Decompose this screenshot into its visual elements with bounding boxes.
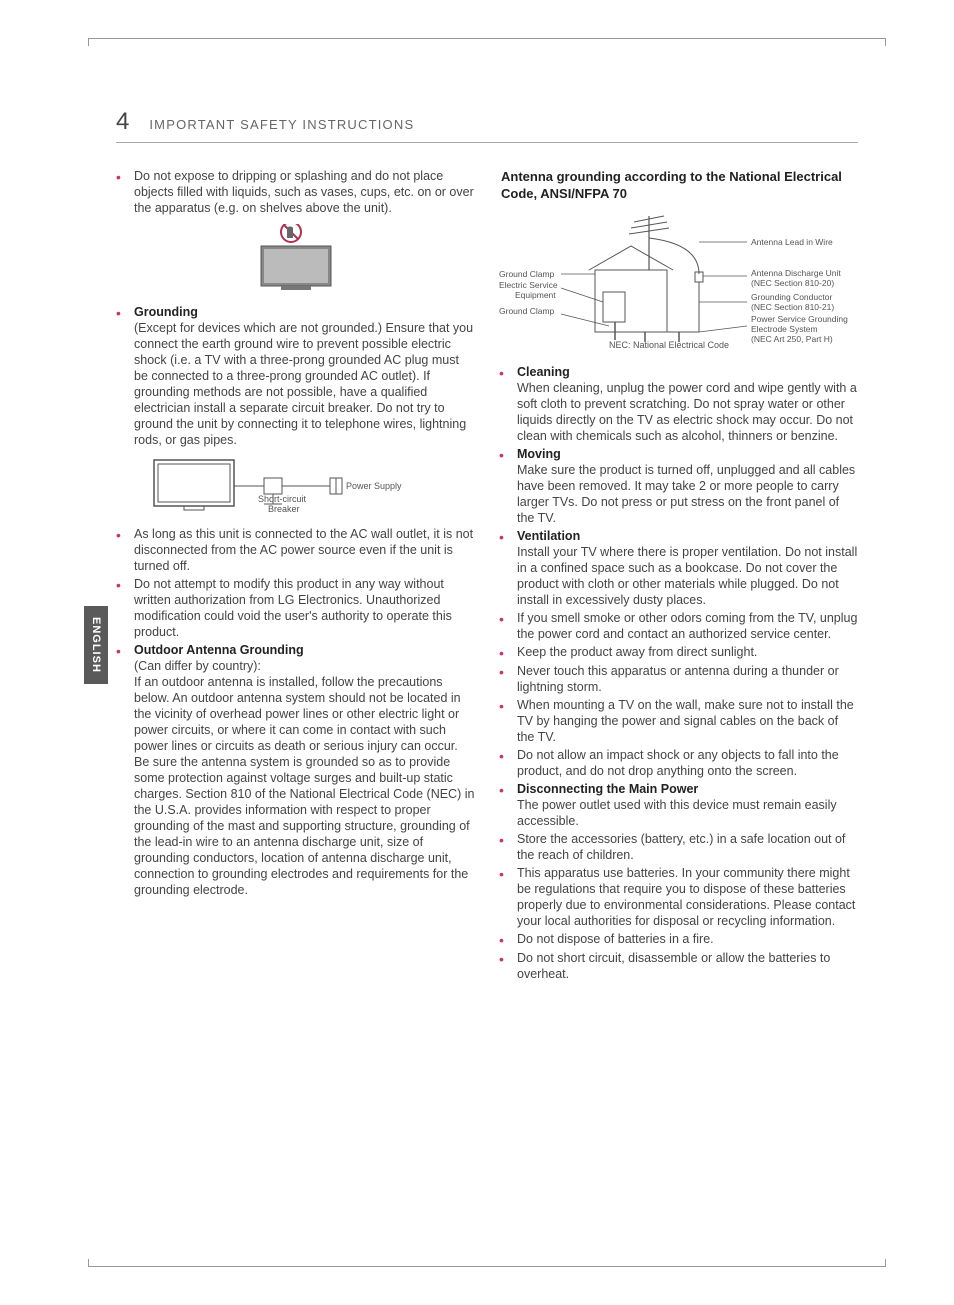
bullet-icon: • [499, 365, 509, 381]
item-text: Cleaning When cleaning, unplug the power… [517, 364, 858, 444]
bullet-icon: • [499, 447, 509, 463]
antenna-heading: Antenna grounding according to the Natio… [501, 168, 858, 202]
svg-text:Electric Service: Electric Service [499, 280, 558, 290]
bullet-icon: • [499, 529, 509, 545]
item-body: Make sure the product is turned off, unp… [517, 463, 855, 525]
item-text: When mounting a TV on the wall, make sur… [517, 697, 858, 745]
item-text: Disconnecting the Main Power The power o… [517, 781, 858, 829]
list-item: • When mounting a TV on the wall, make s… [499, 697, 858, 745]
bullet-icon: • [116, 305, 126, 321]
list-item: • Disconnecting the Main Power The power… [499, 781, 858, 829]
svg-text:Grounding Conductor: Grounding Conductor [751, 292, 832, 302]
svg-text:Antenna Discharge Unit: Antenna Discharge Unit [751, 268, 841, 278]
page-header: 4 IMPORTANT SAFETY INSTRUCTIONS [116, 108, 858, 143]
list-item: • As long as this unit is connected to t… [116, 526, 475, 574]
item-subtext: (Can differ by country): [134, 659, 261, 673]
diagram-circuit-breaker: Power Supply Short-circuit Breaker [146, 456, 406, 516]
item-text: Do not short circuit, disassemble or all… [517, 950, 858, 982]
bullet-icon: • [499, 611, 509, 627]
item-lead: Grounding [134, 305, 198, 319]
item-text: This apparatus use batteries. In your co… [517, 865, 858, 929]
svg-text:Equipment: Equipment [515, 290, 556, 300]
bullet-icon: • [499, 866, 509, 882]
list-item: • Cleaning When cleaning, unplug the pow… [499, 364, 858, 444]
svg-text:Breaker: Breaker [268, 504, 300, 514]
item-body: (Except for devices which are not ground… [134, 321, 473, 447]
item-text: Store the accessories (battery, etc.) in… [517, 831, 858, 863]
content-area: • Do not expose to dripping or splashing… [116, 168, 858, 984]
bullet-icon: • [116, 577, 126, 593]
svg-text:Electrode System: Electrode System [751, 324, 818, 334]
list-item: • Keep the product away from direct sunl… [499, 644, 858, 661]
item-text: Never touch this apparatus or antenna du… [517, 663, 858, 695]
svg-text:Power Service Grounding: Power Service Grounding [751, 314, 848, 324]
item-body: The power outlet used with this device m… [517, 798, 837, 828]
list-item: • Do not short circuit, disassemble or a… [499, 950, 858, 982]
svg-text:Antenna Lead in Wire: Antenna Lead in Wire [751, 237, 833, 247]
diagram-dripping-tv [241, 224, 351, 294]
bullet-icon: • [499, 748, 509, 764]
item-lead: Cleaning [517, 365, 570, 379]
item-text: If you smell smoke or other odors coming… [517, 610, 858, 642]
bullet-icon: • [116, 169, 126, 185]
svg-text:Power Supply: Power Supply [346, 481, 402, 491]
list-item: • Store the accessories (battery, etc.) … [499, 831, 858, 863]
list-item: • Moving Make sure the product is turned… [499, 446, 858, 526]
item-lead: Outdoor Antenna Grounding [134, 643, 304, 657]
svg-text:Ground Clamp: Ground Clamp [499, 306, 555, 316]
list-item: • Do not expose to dripping or splashing… [116, 168, 475, 216]
item-body: Install your TV where there is proper ve… [517, 545, 857, 607]
item-text: Ventilation Install your TV where there … [517, 528, 858, 608]
list-item: • If you smell smoke or other odors comi… [499, 610, 858, 642]
list-item: • Do not allow an impact shock or any ob… [499, 747, 858, 779]
left-column: • Do not expose to dripping or splashing… [116, 168, 475, 984]
item-lead: Disconnecting the Main Power [517, 782, 698, 796]
item-lead: Ventilation [517, 529, 580, 543]
item-text: Keep the product away from direct sunlig… [517, 644, 858, 660]
item-body: If an outdoor antenna is installed, foll… [134, 675, 474, 897]
right-column: Antenna grounding according to the Natio… [499, 168, 858, 984]
item-text: Do not attempt to modify this product in… [134, 576, 475, 640]
bullet-icon: • [499, 832, 509, 848]
diagram-antenna-grounding: Antenna Lead in Wire Ground Clamp Electr… [499, 214, 859, 354]
list-item: • Do not dispose of batteries in a fire. [499, 931, 858, 948]
svg-text:NEC: National Electrical Code: NEC: National Electrical Code [609, 340, 729, 350]
item-text: Do not dispose of batteries in a fire. [517, 931, 858, 947]
crop-mark-bottom [88, 1259, 886, 1267]
svg-text:(NEC Section 810-21): (NEC Section 810-21) [751, 302, 834, 312]
item-text: As long as this unit is connected to the… [134, 526, 475, 574]
bullet-icon: • [116, 527, 126, 543]
svg-text:Short-circuit: Short-circuit [258, 494, 307, 504]
item-text: Outdoor Antenna Grounding (Can differ by… [134, 642, 475, 898]
list-item: • Grounding (Except for devices which ar… [116, 304, 475, 448]
bullet-icon: • [499, 664, 509, 680]
list-item: • This apparatus use batteries. In your … [499, 865, 858, 929]
bullet-icon: • [499, 698, 509, 714]
item-body: When cleaning, unplug the power cord and… [517, 381, 857, 443]
page-number: 4 [116, 108, 129, 136]
header-title: IMPORTANT SAFETY INSTRUCTIONS [149, 117, 414, 132]
bullet-icon: • [116, 643, 126, 659]
svg-text:(NEC Art 250, Part H): (NEC Art 250, Part H) [751, 334, 833, 344]
item-text: Moving Make sure the product is turned o… [517, 446, 858, 526]
item-lead: Moving [517, 447, 561, 461]
item-text: Grounding (Except for devices which are … [134, 304, 475, 448]
bullet-icon: • [499, 951, 509, 967]
language-tab: ENGLISH [84, 606, 108, 684]
bullet-icon: • [499, 932, 509, 948]
list-item: • Never touch this apparatus or antenna … [499, 663, 858, 695]
item-text: Do not expose to dripping or splashing a… [134, 168, 475, 216]
svg-text:Ground Clamp: Ground Clamp [499, 269, 555, 279]
list-item: • Do not attempt to modify this product … [116, 576, 475, 640]
item-text: Do not allow an impact shock or any obje… [517, 747, 858, 779]
svg-text:(NEC Section 810-20): (NEC Section 810-20) [751, 278, 834, 288]
list-item: • Outdoor Antenna Grounding (Can differ … [116, 642, 475, 898]
crop-mark-top [88, 38, 886, 46]
bullet-icon: • [499, 645, 509, 661]
bullet-icon: • [499, 782, 509, 798]
list-item: • Ventilation Install your TV where ther… [499, 528, 858, 608]
